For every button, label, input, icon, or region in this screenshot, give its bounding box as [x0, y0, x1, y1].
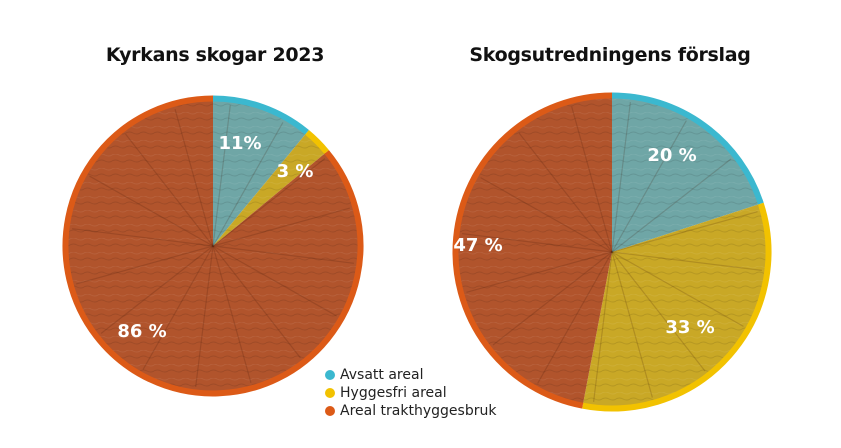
wood-crack-line: [462, 233, 613, 253]
legend-label: Hyggesfri areal: [340, 385, 447, 401]
wood-crack-line: [212, 245, 337, 317]
legend-item-areal-trakthyggesbruk: Areal trakthyggesbruk: [325, 402, 496, 420]
wood-crack-line: [195, 245, 214, 388]
wood-crack-line: [466, 251, 613, 293]
wood-crack-line: [125, 133, 214, 247]
legend-label: Avsatt areal: [340, 367, 424, 383]
wood-crack-line: [71, 228, 214, 247]
wood-crack-line: [212, 122, 284, 247]
pie-slice-texture: [213, 133, 326, 246]
pie-slice-texture: [457, 97, 612, 405]
pie-slice-texture: [612, 97, 760, 252]
wood-crack-line: [212, 207, 350, 247]
chart-title-kyrkans-skogar: Kyrkans skogar 2023: [105, 44, 325, 66]
wood-crack-line: [611, 211, 758, 253]
data-label-hyggesfri-areal: 33 %: [665, 317, 714, 338]
pie-ring-areal-trakthyggesbruk: [62, 95, 364, 397]
wood-crack-line: [571, 106, 613, 253]
pie-ring-areal-trakthyggesbruk: [452, 92, 613, 409]
wood-crack-line: [492, 251, 613, 346]
data-label-areal-trakthyggesbruk: 86 %: [117, 321, 166, 342]
legend: Avsatt areal Hyggesfri areal Areal trakt…: [325, 366, 496, 420]
wood-crack-line: [174, 109, 214, 247]
wood-crack-line: [537, 251, 613, 384]
legend-label: Areal trakthyggesbruk: [340, 403, 497, 419]
wood-crack-line: [611, 251, 762, 271]
wood-crack-line: [142, 245, 214, 370]
data-label-areal-trakthyggesbruk: 47 %: [453, 235, 502, 256]
legend-swatch: [325, 370, 335, 380]
pie-ring-avsatt-areal: [212, 95, 309, 135]
wood-crack-line: [611, 251, 706, 372]
pie-slice-texture: [582, 204, 767, 407]
data-label-avsatt-areal: 11%: [218, 133, 261, 154]
wood-crack-line: [611, 120, 687, 253]
pie-slice-texture: [67, 100, 359, 392]
wood-crack-line: [212, 245, 252, 383]
wood-crack-line: [611, 251, 653, 398]
legend-item-hyggesfri-areal: Hyggesfri areal: [325, 384, 496, 402]
pie-chart-skogsutredningens-forslag: 20 % 33 % 47 %: [452, 92, 772, 412]
legend-item-avsatt-areal: Avsatt areal: [325, 366, 496, 384]
pie-ring-hyggesfri-areal: [305, 130, 329, 154]
legend-swatch: [325, 406, 335, 416]
wood-crack-line: [611, 158, 732, 253]
wood-crack-line: [212, 245, 355, 264]
wood-crack-line: [212, 104, 231, 247]
legend-swatch: [325, 388, 335, 398]
pie-slice-texture: [213, 100, 307, 246]
wood-crack-line: [100, 245, 214, 334]
chart-title-skogsutredningens-forslag: Skogsutredningens förslag: [469, 44, 751, 66]
wood-crack-line: [89, 175, 214, 247]
wood-crack-line: [480, 177, 613, 253]
pie-chart-kyrkans-skogar: 11% 3 % 86 %: [62, 95, 364, 397]
wood-crack-line: [518, 132, 613, 253]
data-label-avsatt-areal: 20 %: [647, 145, 696, 166]
wood-crack-line: [611, 102, 631, 253]
pie-ring-avsatt-areal: [611, 92, 764, 205]
wood-crack-line: [76, 245, 214, 285]
pie-ring-hyggesfri-areal: [582, 202, 772, 412]
data-label-hyggesfri-areal: 3 %: [277, 161, 314, 182]
wood-crack-line: [212, 245, 301, 359]
wood-crack-line: [212, 158, 326, 247]
wood-crack-line: [611, 251, 744, 327]
wood-crack-line: [593, 251, 613, 402]
